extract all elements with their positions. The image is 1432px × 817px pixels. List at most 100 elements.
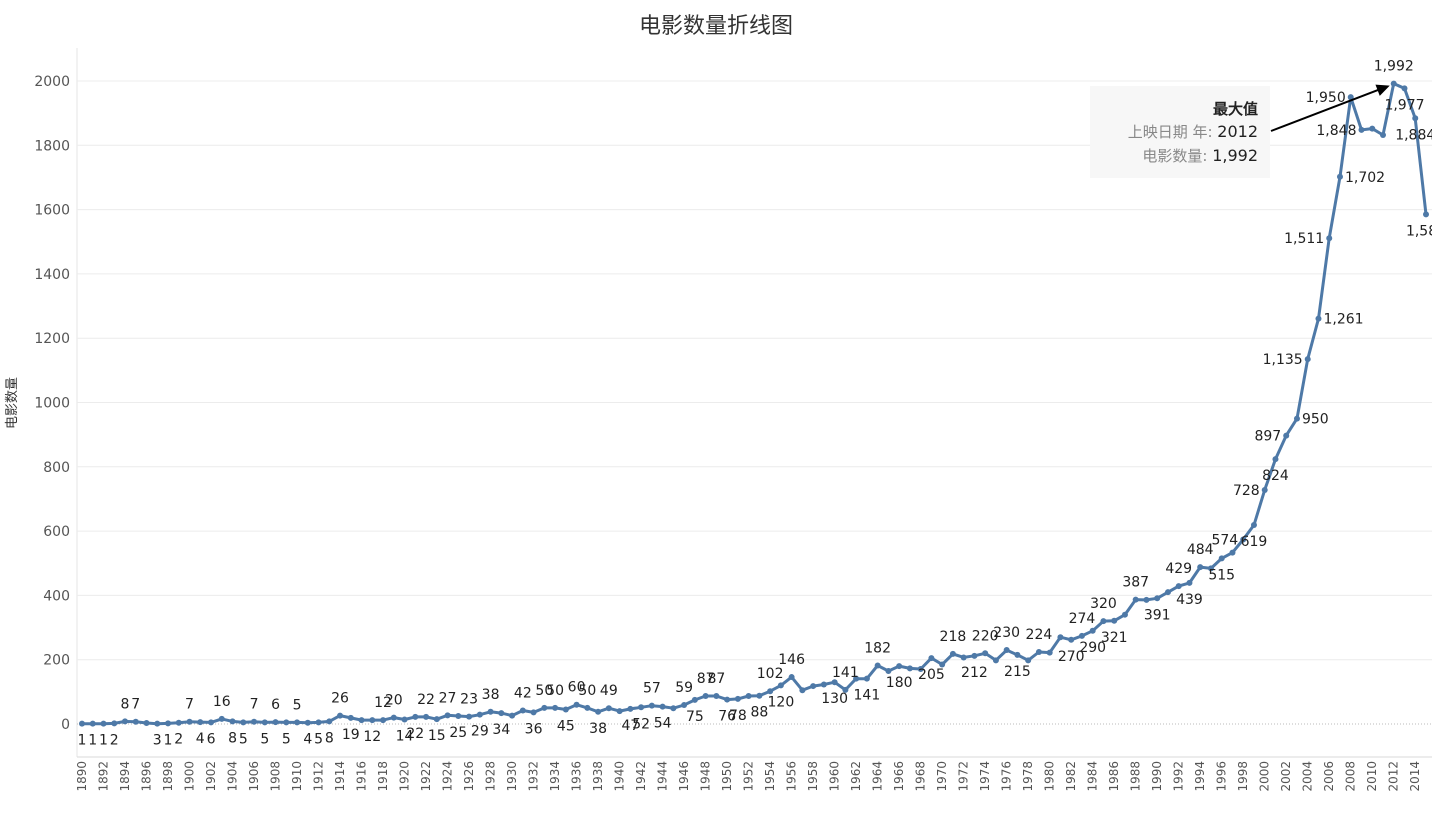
data-label: 220 [972, 628, 999, 644]
data-label: 59 [675, 680, 693, 696]
data-point [444, 712, 451, 719]
data-label: 52 [632, 716, 650, 732]
data-point [337, 712, 344, 719]
data-point [820, 681, 827, 688]
data-label: 5 [282, 731, 291, 747]
data-point [853, 675, 860, 682]
x-tick-label: 1960 [828, 761, 842, 792]
data-point [1304, 356, 1311, 363]
x-tick-label: 1984 [1086, 761, 1100, 792]
data-point [369, 717, 376, 724]
x-tick-label: 1964 [871, 761, 885, 792]
data-point [390, 714, 397, 721]
data-label: 5 [239, 731, 248, 747]
data-label: 2 [110, 732, 119, 748]
data-point [251, 718, 258, 725]
x-tick-label: 1952 [742, 761, 756, 792]
data-point [1186, 579, 1193, 586]
data-label: 36 [525, 721, 543, 737]
data-label: 20 [385, 693, 403, 709]
data-label: 26 [331, 691, 349, 707]
annotation-value: 1,992 [1212, 146, 1258, 165]
annotation-row: 上映日期 年: 2012 [1128, 122, 1258, 141]
x-tick-label: 1972 [957, 761, 971, 792]
x-tick-label: 2012 [1387, 761, 1401, 792]
x-tick-label: 1980 [1043, 761, 1057, 792]
data-label: 76 [718, 709, 736, 725]
annotation-row: 电影数量: 1,992 [1142, 146, 1258, 165]
x-tick-label: 1894 [118, 761, 132, 792]
data-point [1132, 596, 1139, 603]
data-label: 29 [471, 724, 489, 740]
data-point [111, 720, 118, 727]
data-point [713, 693, 720, 700]
data-label: 1,511 [1284, 231, 1324, 247]
x-tick-label: 1914 [333, 761, 347, 792]
data-point [412, 713, 419, 720]
data-point [1078, 632, 1085, 639]
data-point [1121, 611, 1128, 618]
data-point [595, 708, 602, 715]
data-label: 180 [886, 675, 913, 691]
data-label: 146 [778, 652, 805, 668]
x-tick-label: 1902 [204, 761, 218, 792]
data-point [89, 720, 96, 727]
data-label: 391 [1144, 607, 1171, 623]
data-label: 1,135 [1263, 352, 1303, 368]
data-point [1197, 564, 1204, 571]
data-label: 484 [1187, 542, 1214, 558]
data-point [1412, 115, 1419, 122]
data-point [165, 720, 172, 727]
data-label: 2 [174, 732, 183, 748]
data-label: 429 [1165, 561, 1192, 577]
data-point [240, 719, 247, 726]
x-tick-label: 1946 [677, 761, 691, 792]
data-point [788, 674, 795, 681]
data-label: 49 [600, 683, 618, 699]
x-tick-label: 2000 [1258, 761, 1272, 792]
data-label: 102 [757, 666, 784, 682]
data-point [122, 718, 129, 725]
data-label: 8 [325, 730, 334, 746]
data-label: 205 [918, 667, 945, 683]
data-label: 1,585 [1406, 223, 1432, 239]
annotation-arrow-line [1270, 87, 1383, 132]
data-label: 218 [940, 629, 967, 645]
data-label: 34 [492, 722, 510, 738]
data-label: 439 [1176, 592, 1203, 608]
data-point [971, 652, 978, 659]
data-label: 47 [621, 718, 639, 734]
data-point [1035, 648, 1042, 655]
data-label: 1 [99, 733, 108, 749]
data-point [960, 654, 967, 661]
data-point [100, 720, 107, 727]
data-label: 8 [121, 696, 130, 712]
data-point [1229, 549, 1236, 556]
data-label: 87 [697, 671, 715, 687]
data-point [541, 704, 548, 711]
data-label: 87 [707, 671, 725, 687]
data-point [1250, 521, 1257, 528]
data-label: 950 [1302, 412, 1329, 428]
data-point [530, 709, 537, 716]
data-label: 15 [428, 728, 446, 744]
data-point [1014, 651, 1021, 658]
data-label: 130 [821, 691, 848, 707]
data-label: 387 [1122, 575, 1149, 591]
data-label: 12 [363, 729, 381, 745]
x-tick-label: 1920 [398, 761, 412, 792]
chart-title: 电影数量折线图 [638, 14, 793, 39]
y-tick-label: 2000 [34, 74, 70, 90]
data-label: 1 [78, 733, 87, 749]
data-point [1272, 456, 1279, 463]
data-label: 5 [260, 731, 269, 747]
data-point [1379, 132, 1386, 139]
y-tick-label: 1600 [34, 203, 70, 219]
data-point [1025, 657, 1032, 664]
data-point [1240, 536, 1247, 543]
data-point [1315, 315, 1322, 322]
data-point [423, 713, 430, 720]
x-tick-label: 1968 [914, 761, 928, 792]
data-point [863, 675, 870, 682]
